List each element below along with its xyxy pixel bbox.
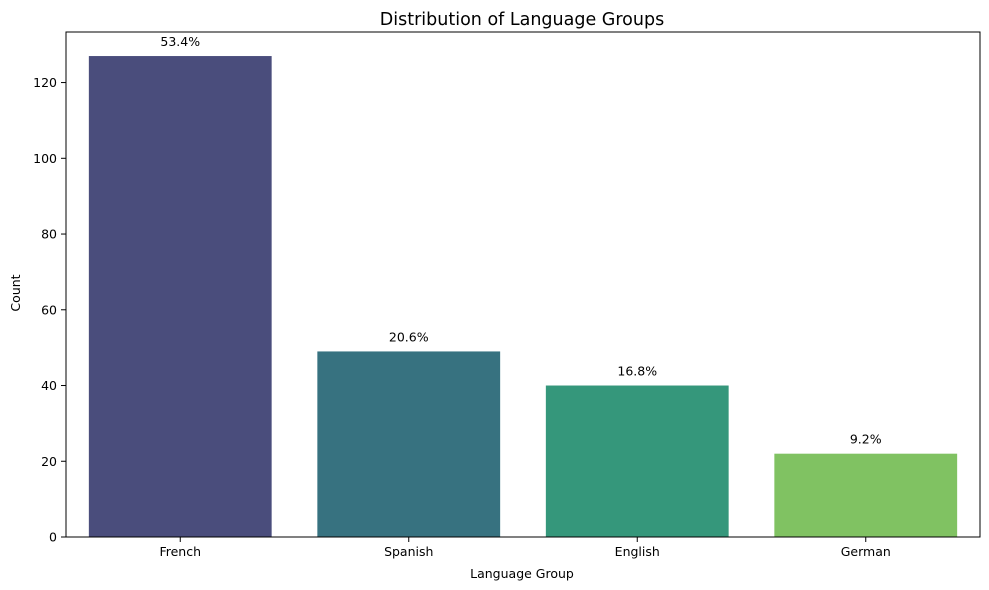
chart-title: Distribution of Language Groups <box>380 10 664 30</box>
bar-english <box>545 385 729 537</box>
x-tick-label-german: German <box>841 544 891 559</box>
data-label-french: 53.4% <box>160 34 200 49</box>
bar-spanish <box>317 351 501 537</box>
data-label-english: 16.8% <box>617 364 657 379</box>
x-tick-label-french: French <box>159 544 201 559</box>
y-tick-label: 40 <box>41 378 57 393</box>
data-label-german: 9.2% <box>850 432 882 447</box>
data-label-spanish: 20.6% <box>389 329 429 344</box>
axes-frame <box>65 31 981 538</box>
y-tick-label: 0 <box>49 530 57 545</box>
y-tick-label: 120 <box>33 75 57 90</box>
x-tick-label-english: English <box>615 544 660 559</box>
y-tick-label: 100 <box>33 151 57 166</box>
x-axis-label: Language Group <box>470 566 574 581</box>
y-tick-label: 80 <box>41 227 57 242</box>
plot-area: 53.4% French 20.6% Spanish 16.8% English 9.2% G… <box>33 31 981 559</box>
bar-german <box>774 453 958 537</box>
y-tick-label: 20 <box>41 454 57 469</box>
y-axis-label: Count <box>8 274 23 311</box>
y-tick-label: 60 <box>41 302 57 317</box>
bar-french <box>88 56 272 538</box>
x-tick-label-spanish: Spanish <box>384 544 433 559</box>
